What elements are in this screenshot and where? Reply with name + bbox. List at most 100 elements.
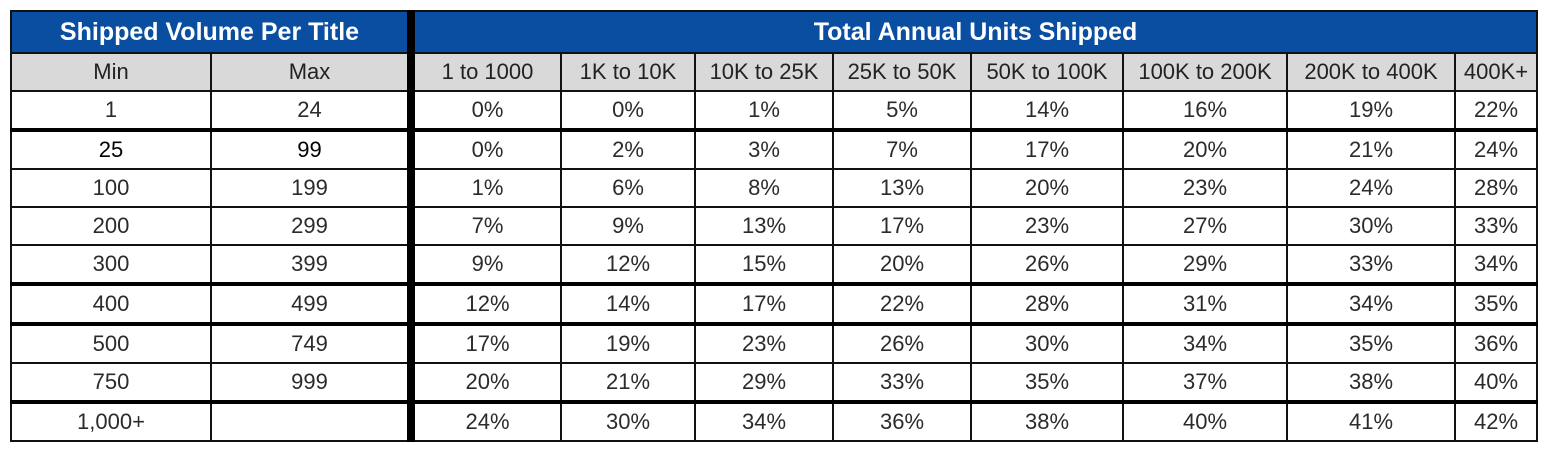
min-cell: 500 (10, 322, 212, 364)
min-cell: 300 (10, 244, 212, 285)
table-row: 25 99 0% 2% 3% 7% 17% 20% 21% 24% (10, 128, 1538, 170)
percent-cell: 13% (694, 206, 834, 246)
min-cell: 400 (10, 282, 212, 325)
percent-cell: 17% (970, 128, 1124, 170)
shipping-table-container: Shipped Volume Per Title Total Annual Un… (10, 10, 1538, 442)
percent-cell: 20% (970, 168, 1124, 208)
max-cell: 999 (210, 362, 412, 403)
percent-cell: 34% (694, 400, 834, 442)
column-header-range-8: 400K+ (1454, 52, 1538, 92)
table-row: 1 24 0% 0% 1% 5% 14% 16% 19% 22% (10, 90, 1538, 131)
percent-cell: 41% (1286, 400, 1456, 442)
percent-cell: 8% (694, 168, 834, 208)
percent-cell: 36% (1454, 322, 1538, 364)
percent-cell: 20% (1122, 128, 1288, 170)
max-cell: 24 (210, 90, 412, 131)
total-annual-units-shipped-header: Total Annual Units Shipped (407, 10, 1538, 54)
percent-cell: 16% (1122, 90, 1288, 131)
min-cell: 1,000+ (10, 400, 212, 442)
percent-cell: 2% (560, 128, 696, 170)
percent-cell: 27% (1122, 206, 1288, 246)
table-row: 750 999 20% 21% 29% 33% 35% 37% 38% 40% (10, 362, 1538, 403)
table-body: 1 24 0% 0% 1% 5% 14% 16% 19% 22% 25 99 0% 2% 3% 7% 17% 20… (10, 90, 1538, 442)
column-header-max: Max (210, 52, 412, 92)
percent-cell: 24% (1286, 168, 1456, 208)
percent-cell: 7% (407, 206, 562, 246)
column-header-range-2: 1K to 10K (560, 52, 696, 92)
percent-cell: 33% (1454, 206, 1538, 246)
max-cell: 499 (210, 282, 412, 325)
percent-cell: 19% (1286, 90, 1456, 131)
percent-cell: 12% (560, 244, 696, 285)
column-header-range-1: 1 to 1000 (407, 52, 562, 92)
percent-cell: 28% (1454, 168, 1538, 208)
percent-cell: 0% (407, 128, 562, 170)
percent-cell: 30% (970, 322, 1124, 364)
column-header-min: Min (10, 52, 212, 92)
percent-cell: 17% (407, 322, 562, 364)
percent-cell: 30% (1286, 206, 1456, 246)
percent-cell: 26% (970, 244, 1124, 285)
percent-cell: 21% (560, 362, 696, 403)
percent-cell: 35% (1286, 322, 1456, 364)
percent-cell: 20% (407, 362, 562, 403)
percent-cell: 15% (694, 244, 834, 285)
percent-cell: 40% (1454, 362, 1538, 403)
percent-cell: 5% (832, 90, 972, 131)
percent-cell: 34% (1122, 322, 1288, 364)
min-cell: 100 (10, 168, 212, 208)
table-row: 200 299 7% 9% 13% 17% 23% 27% 30% 33% (10, 206, 1538, 246)
percent-cell: 1% (694, 90, 834, 131)
percent-cell: 37% (1122, 362, 1288, 403)
percent-cell: 14% (560, 282, 696, 325)
max-cell: 99 (210, 128, 412, 170)
max-cell: 399 (210, 244, 412, 285)
percent-cell: 24% (1454, 128, 1538, 170)
column-header-row: Min Max 1 to 1000 1K to 10K 10K to 25K 25K to… (10, 52, 1538, 92)
table-row: 500 749 17% 19% 23% 26% 30% 34% 35% 36% (10, 322, 1538, 364)
percent-cell: 14% (970, 90, 1124, 131)
percent-cell: 6% (560, 168, 696, 208)
percent-cell: 0% (560, 90, 696, 131)
column-header-range-3: 10K to 25K (694, 52, 834, 92)
percent-cell: 22% (832, 282, 972, 325)
percent-cell: 1% (407, 168, 562, 208)
percent-cell: 26% (832, 322, 972, 364)
percent-cell: 0% (407, 90, 562, 131)
min-cell: 1 (10, 90, 212, 131)
table-row: 1,000+ 24% 30% 34% 36% 38% 40% 41% 42% (10, 400, 1538, 442)
min-cell: 750 (10, 362, 212, 403)
column-header-range-5: 50K to 100K (970, 52, 1124, 92)
table-row: 300 399 9% 12% 15% 20% 26% 29% 33% 34% (10, 244, 1538, 285)
max-cell: 199 (210, 168, 412, 208)
percent-cell: 9% (407, 244, 562, 285)
percent-cell: 21% (1286, 128, 1456, 170)
percent-cell: 38% (1286, 362, 1456, 403)
shipped-volume-per-title-header: Shipped Volume Per Title (10, 10, 412, 54)
percent-cell: 33% (832, 362, 972, 403)
percent-cell: 3% (694, 128, 834, 170)
percent-cell: 22% (1454, 90, 1538, 131)
percent-cell: 31% (1122, 282, 1288, 325)
percent-cell: 7% (832, 128, 972, 170)
percent-cell: 17% (694, 282, 834, 325)
percent-cell: 35% (1454, 282, 1538, 325)
shipping-volume-table: Shipped Volume Per Title Total Annual Un… (10, 10, 1538, 442)
percent-cell: 23% (694, 322, 834, 364)
percent-cell: 13% (832, 168, 972, 208)
percent-cell: 30% (560, 400, 696, 442)
percent-cell: 33% (1286, 244, 1456, 285)
percent-cell: 34% (1454, 244, 1538, 285)
percent-cell: 20% (832, 244, 972, 285)
column-header-range-7: 200K to 400K (1286, 52, 1456, 92)
percent-cell: 28% (970, 282, 1124, 325)
min-cell: 200 (10, 206, 212, 246)
column-header-range-6: 100K to 200K (1122, 52, 1288, 92)
table-row: 400 499 12% 14% 17% 22% 28% 31% 34% 35% (10, 282, 1538, 325)
percent-cell: 12% (407, 282, 562, 325)
percent-cell: 38% (970, 400, 1124, 442)
percent-cell: 40% (1122, 400, 1288, 442)
percent-cell: 19% (560, 322, 696, 364)
percent-cell: 36% (832, 400, 972, 442)
percent-cell: 35% (970, 362, 1124, 403)
